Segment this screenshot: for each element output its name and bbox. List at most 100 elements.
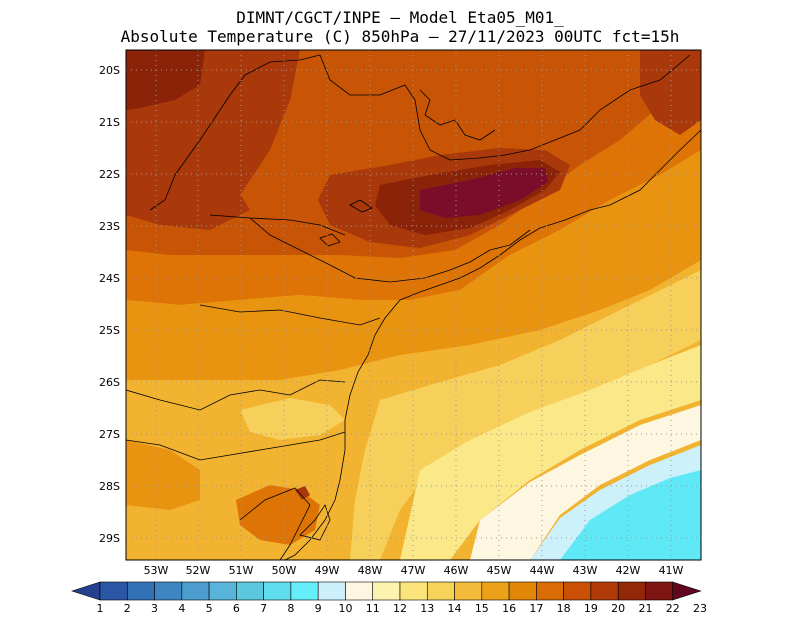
colorbar-label: 15 bbox=[475, 602, 489, 615]
lon-label: 53W bbox=[144, 564, 169, 577]
colorbar-swatch bbox=[563, 581, 592, 601]
reservoir-b bbox=[319, 233, 341, 247]
lon-label: 47W bbox=[401, 564, 426, 577]
colorbar-label: 13 bbox=[420, 602, 434, 615]
field-pale-yellow bbox=[400, 345, 701, 560]
lat-label: 22S bbox=[99, 168, 120, 181]
border-mg-sp bbox=[319, 54, 691, 161]
colorbar-swatch bbox=[99, 581, 128, 601]
field-orange-west bbox=[126, 440, 200, 510]
colorbar-label: 10 bbox=[338, 602, 352, 615]
colorbar-arrow-right bbox=[672, 581, 702, 601]
colorbar-swatch bbox=[399, 581, 428, 601]
field-deep-red-corner bbox=[126, 50, 205, 110]
lon-label: 46W bbox=[444, 564, 469, 577]
map-title-line-1: DIMNT/CGCT/INPE — Model Eta05_M01_ bbox=[236, 8, 564, 27]
colorbar-label: 23 bbox=[693, 602, 707, 615]
colorbar-label: 16 bbox=[502, 602, 516, 615]
border-uruguay bbox=[239, 487, 311, 560]
field-cyan bbox=[560, 470, 701, 560]
lat-label: 21S bbox=[99, 116, 120, 129]
colorbar-label: 2 bbox=[124, 602, 131, 615]
colorbar-swatch bbox=[508, 581, 537, 601]
field-cream bbox=[470, 405, 701, 560]
colorbar-label: 3 bbox=[151, 602, 158, 615]
lon-label: 44W bbox=[530, 564, 555, 577]
colorbar-label: 8 bbox=[287, 602, 294, 615]
lon-label: 41W bbox=[659, 564, 684, 577]
colorbar-swatch bbox=[617, 581, 646, 601]
lagoon bbox=[299, 504, 331, 541]
colorbar-swatch bbox=[317, 581, 346, 601]
lat-label: 24S bbox=[99, 272, 120, 285]
border-paraguay-line bbox=[149, 54, 321, 211]
lon-label: 45W bbox=[487, 564, 512, 577]
border-parana-river bbox=[209, 214, 346, 236]
lat-label: 23S bbox=[99, 220, 120, 233]
coastline bbox=[284, 129, 701, 560]
lat-label: 25S bbox=[99, 324, 120, 337]
colorbar-swatch bbox=[481, 581, 510, 601]
colorbar-label: 14 bbox=[448, 602, 462, 615]
colorbar: 1 2 3 4 5 6 7 8 9 10 11 12 13 14 15 16 17 18 19 20 21 22 23 bbox=[71, 581, 707, 615]
plot-frame bbox=[125, 49, 702, 561]
lon-label: 42W bbox=[616, 564, 641, 577]
colorbar-label: 19 bbox=[584, 602, 598, 615]
colorbar-label: 17 bbox=[529, 602, 543, 615]
lon-label: 50W bbox=[272, 564, 297, 577]
colorbar-swatch bbox=[208, 581, 237, 601]
colorbar-swatch bbox=[645, 581, 674, 601]
field-red-nw-tongue bbox=[126, 150, 250, 230]
colorbar-label: 22 bbox=[666, 602, 680, 615]
lon-label: 52W bbox=[186, 564, 211, 577]
colorbar-swatch bbox=[154, 581, 183, 601]
colorbar-swatch bbox=[426, 581, 455, 601]
colorbar-label: 12 bbox=[393, 602, 407, 615]
colorbar-swatch bbox=[536, 581, 564, 601]
boundaries bbox=[126, 54, 701, 560]
colorbar-swatch bbox=[236, 581, 264, 601]
reservoir-a bbox=[349, 199, 373, 213]
colorbar-swatch bbox=[372, 581, 401, 601]
field-light-orange-band bbox=[126, 150, 701, 380]
border-sc-rs bbox=[126, 431, 346, 461]
lon-axis: 53W 52W 51W 50W 49W 48W 47W 46W 45W 44W … bbox=[144, 564, 684, 577]
colorbar-label: 7 bbox=[260, 602, 267, 615]
colorbar-label: 9 bbox=[315, 602, 322, 615]
colorbar-label: 4 bbox=[178, 602, 185, 615]
field-red-hotspot bbox=[295, 486, 310, 500]
colorbar-swatch bbox=[290, 581, 319, 601]
lat-label: 27S bbox=[99, 428, 120, 441]
field-red-northeast bbox=[640, 50, 701, 135]
border-pr bbox=[249, 217, 531, 283]
grid-lines bbox=[126, 50, 701, 560]
colorbar-swatch bbox=[345, 581, 374, 601]
lat-label: 28S bbox=[99, 480, 120, 493]
river-tiete bbox=[419, 89, 496, 141]
lat-label: 29S bbox=[99, 532, 120, 545]
colorbar-label: 21 bbox=[638, 602, 652, 615]
colorbar-label: 5 bbox=[206, 602, 213, 615]
border-pr-sc bbox=[199, 304, 381, 326]
lon-label: 49W bbox=[315, 564, 340, 577]
colorbar-swatch bbox=[454, 581, 483, 601]
colorbar-label: 20 bbox=[611, 602, 625, 615]
lon-label: 43W bbox=[573, 564, 598, 577]
colorbar-label: 6 bbox=[233, 602, 240, 615]
field-orange-southwest bbox=[236, 485, 320, 545]
colorbar-swatch bbox=[590, 581, 619, 601]
colorbar-label: 11 bbox=[366, 602, 380, 615]
lat-axis: 20S 21S 22S 23S 24S 25S 26S 27S 28S 29S bbox=[99, 64, 120, 545]
colorbar-swatch bbox=[126, 581, 155, 601]
field-darkest-core bbox=[420, 168, 548, 218]
colorbar-label: 1 bbox=[97, 602, 104, 615]
lat-label: 20S bbox=[99, 64, 120, 77]
lat-label: 26S bbox=[99, 376, 120, 389]
colorbar-arrow-left bbox=[71, 581, 101, 601]
field-yellow-southwest bbox=[240, 398, 345, 440]
colorbar-swatch bbox=[263, 581, 292, 601]
border-argentina bbox=[126, 379, 346, 411]
lon-label: 48W bbox=[358, 564, 383, 577]
lon-label: 51W bbox=[229, 564, 254, 577]
